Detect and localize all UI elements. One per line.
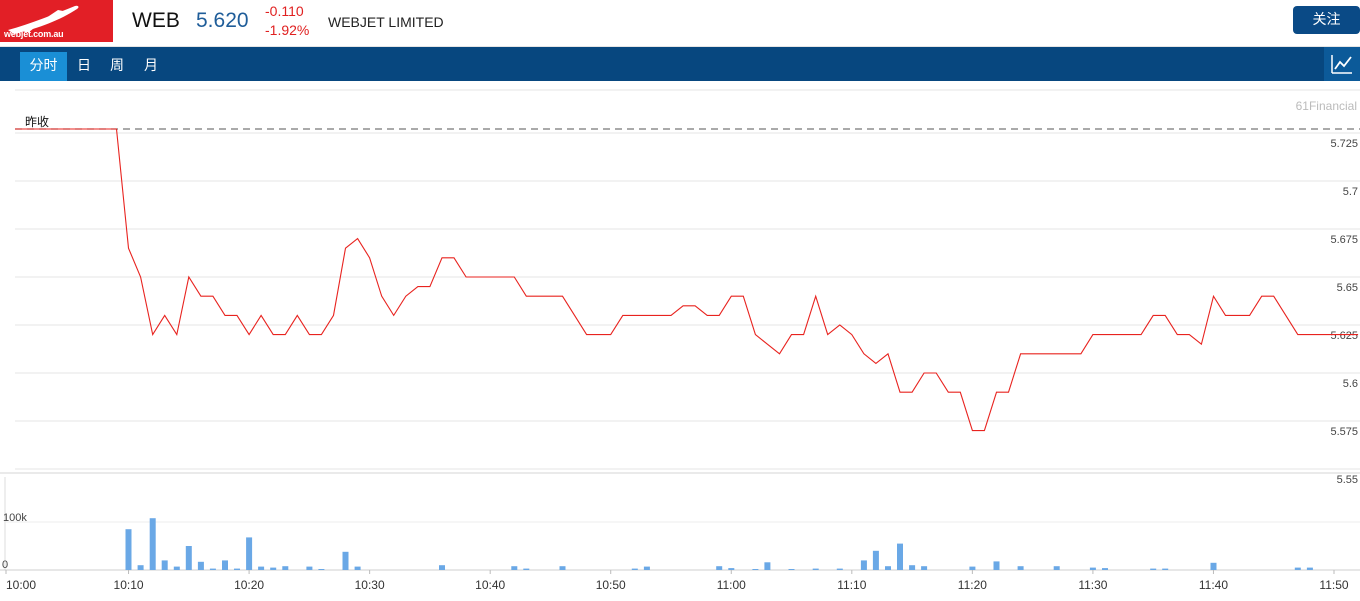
volume-bar [523, 568, 530, 570]
volume-bar [1102, 568, 1108, 570]
time-tick-label: 10:00 [6, 578, 36, 592]
price-tick-label: 5.55 [1337, 474, 1358, 486]
volume-bar [197, 561, 204, 570]
volume-bar [222, 560, 228, 570]
tab-daily[interactable]: 日 [77, 58, 91, 74]
volume-bar [1210, 562, 1217, 570]
time-tick-label: 10:20 [234, 578, 264, 592]
volume-bar [1306, 567, 1313, 570]
volume-bar [209, 568, 216, 570]
volume-bar [354, 566, 361, 570]
chart-type-toggle[interactable] [1324, 47, 1360, 81]
volume-tick-label: 100k [3, 512, 27, 524]
volume-bar [969, 566, 976, 570]
chart-period-tabs: 分时 日 周 月 [0, 47, 1360, 81]
line-chart-icon [1331, 55, 1352, 74]
chart-grid [0, 89, 1360, 571]
prev-close-label: 昨收 [25, 115, 49, 129]
volume-bar [716, 566, 723, 570]
tab-weekly[interactable]: 周 [110, 58, 124, 74]
time-tick-label: 11:50 [1319, 578, 1348, 592]
volume-bar [860, 560, 867, 570]
volume-bar [643, 566, 650, 570]
volume-bar [137, 565, 144, 570]
volume-bar [306, 566, 313, 570]
volume-bar [872, 550, 879, 570]
last-price: 5.620 [196, 9, 249, 32]
price-tick-label: 5.6 [1343, 378, 1358, 390]
time-tick-label: 11:30 [1078, 578, 1107, 592]
price-tick-label: 5.65 [1337, 282, 1358, 294]
volume-bar [1017, 566, 1024, 570]
volume-bar [511, 566, 518, 570]
volume-bar [149, 518, 156, 570]
price-tick-label: 5.725 [1330, 138, 1358, 150]
follow-button[interactable]: 关注 [1293, 6, 1360, 34]
price-tick-label: 5.625 [1330, 330, 1358, 342]
volume-bar [234, 568, 240, 570]
time-tick-label: 11:20 [958, 578, 987, 592]
volume-bar [173, 566, 180, 570]
webjet-logo[interactable]: webjet.com.au [0, 0, 113, 42]
volume-bar [764, 562, 771, 570]
time-tick-label: 10:50 [596, 578, 626, 592]
volume-bar [1053, 566, 1060, 570]
company-name: WEBJET LIMITED [328, 14, 444, 30]
volume-bar [258, 566, 265, 570]
volume-bar [559, 566, 566, 570]
time-tick-label: 10:30 [355, 578, 385, 592]
volume-bar [185, 546, 192, 570]
volume-bar [1150, 568, 1157, 570]
time-tick-label: 11:10 [837, 578, 866, 592]
volume-bar [897, 543, 903, 570]
ticker-symbol: WEB [132, 9, 180, 32]
intraday-chart: 61Financial 昨收 5.725 5.7 5.675 5.65 5.625 5.6… [0, 89, 1360, 592]
volume-bar [921, 566, 928, 570]
volume-bar [752, 569, 759, 570]
volume-bar [125, 529, 132, 570]
price-tick-label: 5.7 [1343, 186, 1358, 198]
price-change-percent: -1.92% [265, 22, 310, 38]
volume-bar [246, 537, 253, 570]
volume-bar [885, 566, 891, 570]
volume-bar [788, 569, 795, 570]
tab-monthly[interactable]: 月 [144, 58, 158, 74]
volume-bar [1162, 568, 1169, 570]
volume-bar [631, 568, 638, 570]
volume-bar [439, 565, 445, 570]
tab-intraday[interactable]: 分时 [20, 52, 67, 81]
volume-bar [1089, 567, 1096, 570]
header: webjet.com.au WEB 5.620 -0.110 -1.92% WE… [0, 0, 1360, 47]
volume-bar [1294, 567, 1301, 570]
volume-bar [728, 568, 735, 570]
time-tick-label: 10:40 [475, 578, 505, 592]
price-series-line [15, 128, 1359, 432]
logo-text: webjet.com.au [4, 29, 64, 39]
price-change: -0.110 [265, 3, 304, 19]
chart-watermark: 61Financial [1296, 99, 1357, 113]
volume-bar [161, 560, 168, 570]
volume-bar [270, 567, 277, 570]
volume-bar [318, 569, 325, 570]
plane-logo-icon [8, 5, 79, 35]
price-tick-label: 5.575 [1330, 426, 1358, 438]
price-tick-label: 5.675 [1330, 234, 1358, 246]
volume-bar [812, 568, 819, 570]
volume-bar [909, 565, 916, 570]
volume-bar [836, 568, 843, 570]
volume-bar [282, 566, 289, 570]
time-tick-label: 10:10 [114, 578, 144, 592]
volume-bar [993, 561, 1000, 570]
time-tick-label: 11:40 [1199, 578, 1228, 592]
volume-bar [342, 551, 349, 570]
time-tick-label: 11:00 [717, 578, 746, 592]
volume-tick-label: 0 [2, 559, 8, 571]
